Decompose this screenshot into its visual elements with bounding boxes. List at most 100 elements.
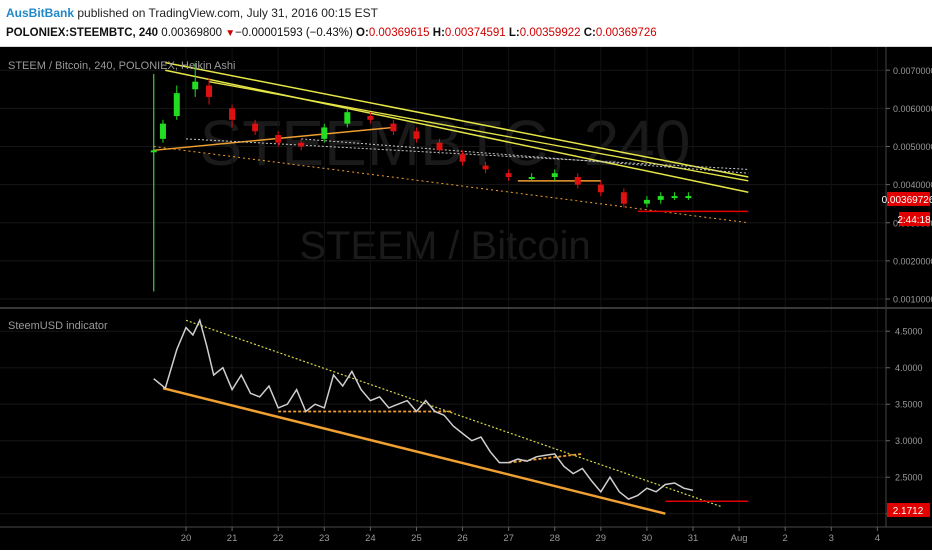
candle-body — [192, 81, 199, 90]
candle-body — [173, 93, 180, 116]
price-trendlines — [153, 61, 749, 292]
candle-body — [551, 173, 558, 177]
time-tick-label: 28 — [549, 533, 560, 544]
time-tick-label: 26 — [457, 533, 468, 544]
time-tick-label: 29 — [596, 533, 607, 544]
last-price-tag-text: 0.00369726 — [882, 195, 932, 206]
time-tick-label: 31 — [688, 533, 699, 544]
chart-area[interactable]: STEEMBTC, 240 STEEM / Bitcoin STEEM / Bi… — [0, 47, 932, 550]
price-axis[interactable]: 0.00700000 0.00600000 0.00500000 0.00400000… — [886, 66, 932, 305]
dotted-level-line — [185, 138, 749, 170]
time-tick-label: 22 — [273, 533, 284, 544]
candle-body — [344, 112, 351, 124]
countdown-tag-text: 2:44:18 — [897, 215, 931, 226]
price-change: −0.00001593 (−0.43%) — [235, 27, 353, 39]
publish-line: AusBitBank published on TradingView.com,… — [6, 6, 378, 20]
support-line — [153, 126, 394, 152]
ohlc-open-value: 0.00369615 — [368, 27, 430, 39]
time-tick-label: 2 — [783, 533, 788, 544]
candle-body — [150, 150, 157, 153]
price-legend: STEEM / Bitcoin, 240, POLONIEX, Heikin A… — [8, 60, 235, 72]
price-pane-bg — [0, 47, 886, 307]
candle-body — [275, 135, 282, 143]
indicator-last-tag-text: 2.1712 — [893, 506, 924, 517]
symbol-line: POLONIEX:STEEMBTC, 240 0.00369800 ▼−0.00… — [6, 27, 657, 39]
time-tick-label: 21 — [227, 533, 238, 544]
time-tick-label: 27 — [503, 533, 514, 544]
indicator-tick-label: 3.0000 — [895, 436, 923, 446]
candle-body — [413, 131, 420, 139]
candles — [150, 62, 692, 292]
author-link[interactable]: AusBitBank — [6, 6, 75, 20]
indicator-legend: SteemUSD indicator — [8, 320, 108, 332]
last-price-tag: 0.00369726 2:44:18 — [882, 192, 932, 226]
time-tick-label: 3 — [829, 533, 834, 544]
candle-body — [367, 116, 374, 120]
candle-body — [390, 123, 397, 132]
ohlc-high-value: 0.00374591 — [444, 27, 506, 39]
indicator-last-tag: 2.1712 — [887, 503, 930, 517]
candle-body — [574, 177, 581, 185]
price-tick-label: 0.00200000 — [893, 256, 932, 266]
time-tick-label: Aug — [731, 533, 748, 544]
price-tick-label: 0.00600000 — [893, 104, 932, 114]
ohlc-high-label: H: — [432, 27, 445, 39]
time-tick-label: 24 — [365, 533, 376, 544]
price-tick-label: 0.00500000 — [893, 142, 932, 152]
resistance-line — [165, 69, 749, 193]
time-tick-label: 30 — [642, 533, 653, 544]
last-price: 0.00369800 — [161, 27, 223, 39]
down-arrow-icon: ▼ — [225, 28, 236, 39]
price-tick-label: 0.00400000 — [893, 180, 932, 190]
ohlc-open-label: O: — [356, 27, 369, 39]
candle-body — [252, 123, 259, 132]
indicator-trendlines — [162, 319, 749, 515]
candle-body — [685, 196, 692, 199]
indicator-tick-label: 4.5000 — [895, 327, 923, 337]
time-tick-label: 20 — [181, 533, 192, 544]
chart-canvas[interactable]: STEEMBTC, 240 STEEM / Bitcoin STEEM / Bi… — [0, 47, 932, 550]
indicator-grid — [0, 330, 886, 515]
time-tick-label: 4 — [875, 533, 880, 544]
indicator-tick-label: 4.0000 — [895, 363, 923, 373]
candle-body — [505, 173, 512, 177]
candle-body — [597, 184, 604, 193]
indicator-support-line — [162, 386, 666, 515]
indicator-last-tag-bg — [887, 503, 930, 517]
ohlc-low-value: 0.00359922 — [519, 27, 581, 39]
last-price-tag-bg — [887, 192, 930, 206]
indicator-pane[interactable]: SteemUSD indicator 4.5000 4.0000 3.5000 3.0… — [0, 309, 930, 527]
candle-body — [657, 196, 664, 200]
resistance-line — [165, 61, 749, 178]
dotted-level-line — [301, 138, 749, 174]
price-pane[interactable]: STEEMBTC, 240 STEEM / Bitcoin STEEM / Bi… — [0, 47, 932, 527]
candle-body — [436, 142, 443, 151]
ohlc-low-label: L: — [508, 27, 520, 39]
price-tick-label: 0.00700000 — [893, 66, 932, 76]
ohlc-close-value: 0.00369726 — [595, 27, 657, 39]
price-grid — [0, 47, 886, 527]
candle-body — [482, 165, 489, 170]
candle-body — [620, 192, 627, 204]
published-text: published on TradingView.com, July 31, 2… — [77, 6, 378, 20]
indicator-dotted-support — [508, 452, 583, 464]
candle-body — [459, 154, 466, 162]
candle-body — [298, 142, 305, 147]
time-tick-label: 25 — [411, 533, 422, 544]
indicator-line — [153, 318, 694, 500]
candle-body — [528, 177, 535, 179]
ohlc-close-label: C: — [583, 27, 596, 39]
candle-body — [671, 196, 678, 199]
candle-body — [159, 123, 166, 139]
indicator-tick-label: 3.5000 — [895, 400, 923, 410]
watermark-name: STEEM / Bitcoin — [299, 224, 590, 268]
candle-body — [206, 85, 213, 97]
symbol-label: POLONIEX:STEEMBTC, 240 — [6, 27, 159, 39]
candle-body — [643, 199, 650, 204]
chart-header: AusBitBank published on TradingView.com,… — [0, 0, 932, 47]
watermark-symbol: STEEMBTC, 240 — [200, 107, 691, 179]
indicator-tick-label: 2.5000 — [895, 473, 923, 483]
candle-body — [321, 127, 328, 139]
time-axis[interactable]: 20 21 22 23 24 25 26 27 28 29 30 31 Aug 2 3 4 — [181, 527, 880, 544]
